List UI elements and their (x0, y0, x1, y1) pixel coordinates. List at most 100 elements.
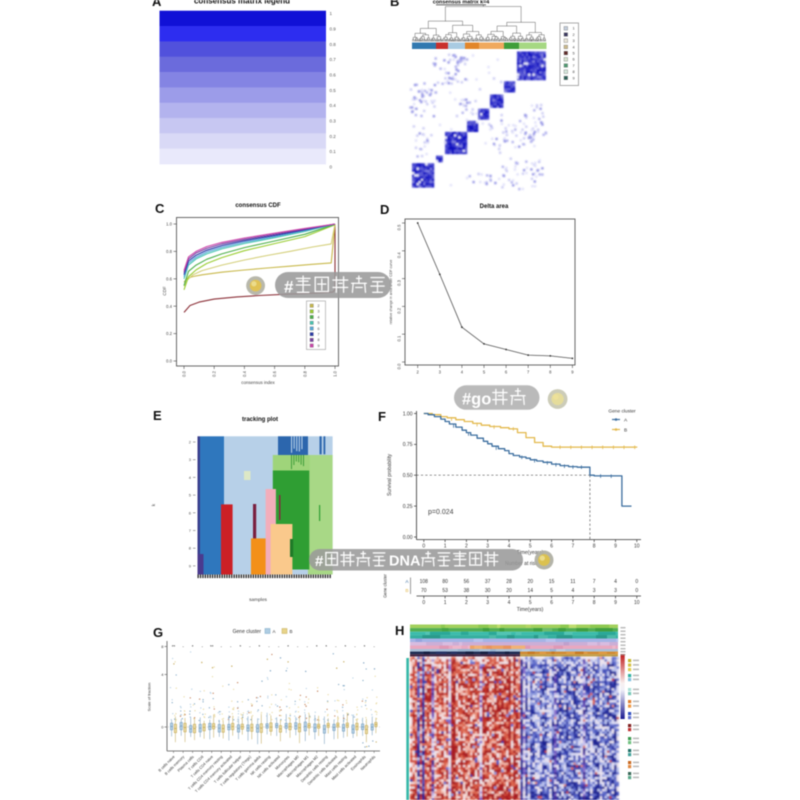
svg-text:0.5: 0.5 (330, 88, 337, 93)
svg-text:14: 14 (528, 588, 534, 594)
svg-text:56: 56 (464, 579, 470, 585)
svg-text:7: 7 (572, 544, 575, 550)
svg-text:2: 2 (573, 33, 575, 37)
svg-text:G: G (153, 625, 163, 640)
svg-text:0.75: 0.75 (403, 442, 413, 448)
svg-text:3: 3 (614, 588, 617, 594)
svg-text:B: B (390, 0, 399, 9)
svg-text:53: 53 (442, 588, 448, 594)
svg-text:consensus CDF: consensus CDF (235, 203, 281, 209)
svg-text:*: * (192, 644, 194, 649)
svg-text:1: 1 (573, 27, 575, 31)
svg-text:108: 108 (420, 579, 429, 585)
svg-text:CDF: CDF (162, 286, 167, 295)
svg-text:15: 15 (549, 579, 555, 585)
svg-text:H: H (395, 623, 404, 638)
svg-text:5: 5 (550, 588, 553, 594)
svg-text:3: 3 (593, 588, 596, 594)
svg-text:consensus matrix legend: consensus matrix legend (194, 0, 290, 6)
svg-text:*: * (240, 644, 242, 649)
svg-text:0.4: 0.4 (242, 370, 247, 376)
svg-text:Scale of fraction: Scale of fraction (147, 683, 152, 712)
svg-text:5: 5 (318, 321, 320, 325)
svg-text:8: 8 (593, 544, 596, 550)
svg-text:F: F (378, 409, 386, 424)
svg-text:A: A (273, 629, 276, 634)
svg-text:A: A (624, 417, 628, 423)
svg-text:D: D (380, 202, 389, 217)
svg-text:6: 6 (505, 370, 508, 375)
svg-text:1: 1 (330, 11, 333, 16)
svg-text:0.8: 0.8 (302, 370, 307, 376)
svg-text:B: B (405, 588, 408, 594)
svg-text:Survival probability: Survival probability (387, 454, 393, 496)
svg-text:7: 7 (189, 528, 192, 533)
svg-text:3: 3 (189, 457, 192, 462)
svg-text:9: 9 (614, 544, 617, 550)
svg-text:*: * (345, 644, 347, 649)
svg-text:80: 80 (442, 579, 448, 585)
svg-text:5: 5 (529, 600, 532, 606)
svg-text:20: 20 (528, 579, 534, 585)
svg-text:2: 2 (189, 440, 192, 445)
svg-text:0.50: 0.50 (403, 473, 413, 479)
svg-text:0.25: 0.25 (403, 504, 413, 510)
svg-text:10: 10 (634, 600, 640, 606)
svg-text:0: 0 (422, 600, 425, 606)
svg-text:6: 6 (318, 327, 320, 331)
svg-text:70: 70 (421, 588, 427, 594)
svg-text:11: 11 (570, 579, 575, 585)
svg-text:Time(years): Time(years) (517, 550, 544, 556)
svg-text:6: 6 (550, 544, 553, 550)
svg-text:C: C (155, 201, 165, 216)
svg-text:consensus index: consensus index (241, 380, 275, 385)
svg-text:8: 8 (161, 644, 164, 649)
svg-text:samples: samples (249, 597, 267, 603)
svg-text:-: - (220, 644, 222, 649)
svg-text:-: - (249, 644, 251, 649)
svg-text:7: 7 (572, 600, 575, 606)
svg-text:37: 37 (485, 579, 491, 585)
svg-text:9: 9 (571, 370, 574, 375)
svg-text:5: 5 (189, 493, 192, 498)
svg-text:4: 4 (508, 544, 511, 550)
svg-text:0.4: 0.4 (397, 252, 402, 258)
svg-text:7: 7 (318, 333, 320, 337)
svg-text:**: ** (210, 644, 214, 649)
svg-text:3: 3 (486, 600, 489, 606)
svg-text:7: 7 (593, 579, 596, 585)
svg-text:0.1: 0.1 (330, 149, 337, 154)
svg-text:-: - (201, 644, 203, 649)
svg-text:38: 38 (464, 588, 470, 594)
svg-text:-: - (335, 644, 337, 649)
svg-text:30: 30 (485, 588, 491, 594)
svg-text:k: k (151, 503, 156, 506)
svg-text:#go: #go (462, 391, 491, 409)
svg-text:*: * (259, 644, 261, 649)
svg-text:9: 9 (318, 344, 320, 348)
svg-text:E: E (153, 408, 162, 423)
svg-text:4: 4 (161, 672, 164, 677)
svg-text:10: 10 (634, 544, 640, 550)
svg-text:Time(years): Time(years) (517, 607, 544, 613)
svg-text:6: 6 (189, 510, 192, 515)
svg-text:3: 3 (573, 39, 575, 43)
svg-text:0: 0 (422, 544, 425, 550)
svg-text:8: 8 (573, 70, 575, 74)
svg-text:7: 7 (527, 370, 530, 375)
svg-text:0.0: 0.0 (397, 363, 402, 369)
svg-text:9: 9 (189, 563, 192, 568)
svg-text:9: 9 (614, 600, 617, 606)
svg-text:6: 6 (550, 600, 553, 606)
svg-text:B: B (624, 427, 627, 433)
svg-text:B: B (290, 629, 293, 634)
svg-text:4: 4 (461, 370, 464, 375)
svg-text:0: 0 (330, 165, 333, 170)
svg-text:20: 20 (506, 588, 512, 594)
svg-text:-: - (306, 644, 308, 649)
svg-text:2: 2 (465, 544, 468, 550)
svg-text:4: 4 (508, 600, 511, 606)
svg-text:0.1: 0.1 (397, 335, 402, 341)
svg-text:0.8: 0.8 (166, 249, 172, 254)
svg-text:1.0: 1.0 (166, 222, 172, 227)
